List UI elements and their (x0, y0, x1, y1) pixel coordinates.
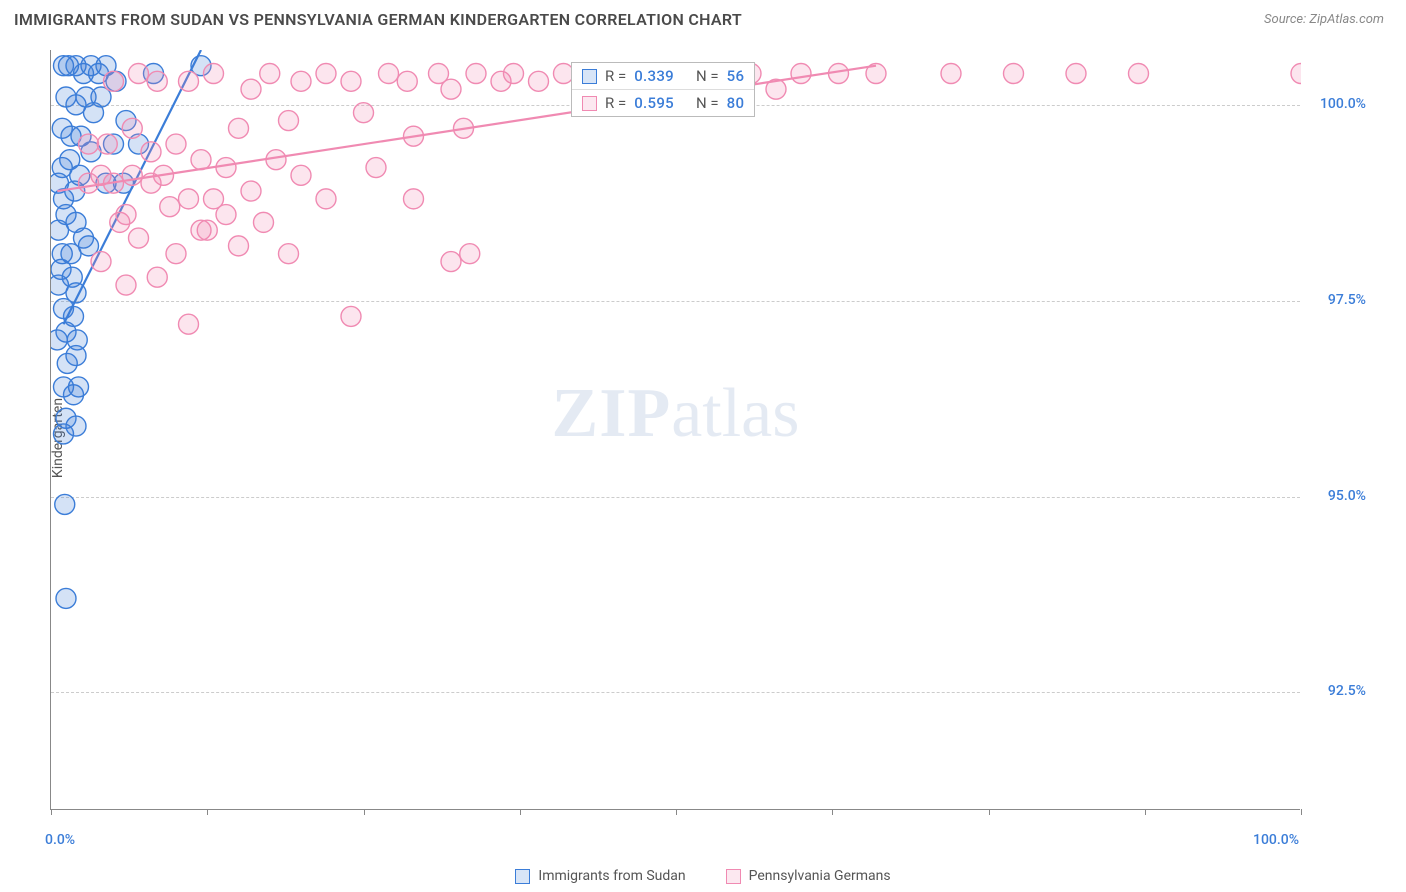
y-tick-label: 100.0% (1320, 96, 1366, 112)
chart-header: IMMIGRANTS FROM SUDAN VS PENNSYLVANIA GE… (0, 0, 1406, 37)
scatter-point-pagerman (279, 244, 299, 264)
stat-n-label: N = (696, 67, 719, 85)
stat-n-label: N = (696, 94, 719, 112)
scatter-point-pagerman (316, 189, 336, 209)
scatter-point-pagerman (216, 205, 236, 225)
scatter-point-pagerman (1291, 64, 1301, 84)
scatter-point-sudan (69, 377, 89, 397)
scatter-point-pagerman (116, 275, 136, 295)
scatter-point-pagerman (204, 64, 224, 84)
scatter-point-pagerman (260, 64, 280, 84)
scatter-point-pagerman (279, 111, 299, 131)
scatter-point-pagerman (316, 64, 336, 84)
scatter-point-sudan (51, 220, 69, 240)
stats-legend-box: R = 0.339 N = 56 R = 0.595 N = 80 (571, 62, 755, 117)
legend-label: Pennsylvania Germans (749, 868, 891, 884)
scatter-point-pagerman (241, 181, 261, 201)
scatter-point-pagerman (341, 306, 361, 326)
scatter-point-pagerman (191, 150, 211, 170)
scatter-point-pagerman (229, 236, 249, 256)
scatter-point-pagerman (397, 71, 417, 91)
scatter-point-pagerman (291, 71, 311, 91)
scatter-point-pagerman (97, 134, 117, 154)
scatter-point-pagerman (166, 244, 186, 264)
stats-row: R = 0.595 N = 80 (572, 89, 754, 116)
scatter-point-pagerman (160, 197, 180, 217)
scatter-point-pagerman (241, 79, 261, 99)
scatter-point-pagerman (1004, 64, 1024, 84)
scatter-point-sudan (66, 346, 86, 366)
scatter-point-pagerman (379, 64, 399, 84)
chart-title: IMMIGRANTS FROM SUDAN VS PENNSYLVANIA GE… (14, 10, 742, 29)
scatter-point-pagerman (141, 142, 161, 162)
legend-swatch (582, 96, 597, 111)
scatter-point-pagerman (179, 314, 199, 334)
legend-swatch (515, 869, 530, 884)
plot-area: ZIPatlas 92.5%95.0%97.5%100.0%0.0%100.0% (50, 50, 1300, 810)
scatter-point-pagerman (466, 64, 486, 84)
scatter-point-sudan (51, 330, 67, 350)
scatter-point-pagerman (122, 118, 142, 138)
scatter-point-pagerman (1129, 64, 1149, 84)
chart-source: Source: ZipAtlas.com (1264, 12, 1384, 27)
scatter-point-pagerman (129, 228, 149, 248)
scatter-point-pagerman (1066, 64, 1086, 84)
scatter-point-pagerman (366, 158, 386, 178)
scatter-point-pagerman (104, 71, 124, 91)
scatter-point-pagerman (460, 244, 480, 264)
scatter-point-pagerman (354, 103, 374, 123)
scatter-point-pagerman (791, 64, 811, 84)
scatter-point-sudan (66, 416, 86, 436)
scatter-point-pagerman (441, 79, 461, 99)
x-axis-label: 0.0% (45, 832, 75, 848)
scatter-svg (51, 50, 1301, 810)
scatter-point-pagerman (404, 189, 424, 209)
legend-swatch (582, 69, 597, 84)
scatter-point-pagerman (441, 252, 461, 272)
stat-r-label: R = (605, 67, 626, 85)
legend-bottom: Immigrants from Sudan Pennsylvania German… (0, 868, 1406, 884)
scatter-point-pagerman (341, 71, 361, 91)
scatter-point-pagerman (529, 71, 549, 91)
stats-row: R = 0.339 N = 56 (572, 63, 754, 89)
stat-r-value: 0.595 (634, 94, 674, 112)
scatter-point-sudan (51, 275, 69, 295)
scatter-point-sudan (55, 494, 75, 514)
scatter-point-pagerman (79, 134, 99, 154)
y-tick-label: 97.5% (1328, 292, 1366, 308)
scatter-point-pagerman (941, 64, 961, 84)
scatter-point-pagerman (147, 267, 167, 287)
scatter-point-pagerman (91, 252, 111, 272)
scatter-point-pagerman (179, 189, 199, 209)
y-tick-label: 95.0% (1328, 488, 1366, 504)
legend-item: Immigrants from Sudan (515, 868, 685, 884)
scatter-point-pagerman (122, 165, 142, 185)
scatter-point-pagerman (504, 64, 524, 84)
chart-area: ZIPatlas 92.5%95.0%97.5%100.0%0.0%100.0% (50, 50, 1300, 810)
y-tick-label: 92.5% (1328, 683, 1366, 699)
scatter-point-pagerman (291, 165, 311, 185)
stat-r-value: 0.339 (634, 67, 674, 85)
scatter-point-pagerman (166, 134, 186, 154)
legend-label: Immigrants from Sudan (538, 868, 685, 884)
scatter-point-pagerman (216, 158, 236, 178)
scatter-point-pagerman (116, 205, 136, 225)
scatter-point-pagerman (254, 212, 274, 232)
x-axis-label: 100.0% (1253, 832, 1299, 848)
stat-n-value: 80 (727, 94, 745, 112)
scatter-point-pagerman (197, 220, 217, 240)
scatter-point-pagerman (179, 71, 199, 91)
legend-swatch (726, 869, 741, 884)
scatter-point-pagerman (229, 118, 249, 138)
stat-n-value: 56 (727, 67, 745, 85)
x-tick (1301, 809, 1302, 815)
scatter-point-pagerman (129, 64, 149, 84)
scatter-point-sudan (56, 588, 76, 608)
stat-r-label: R = (605, 94, 626, 112)
legend-item: Pennsylvania Germans (726, 868, 891, 884)
scatter-point-pagerman (147, 71, 167, 91)
